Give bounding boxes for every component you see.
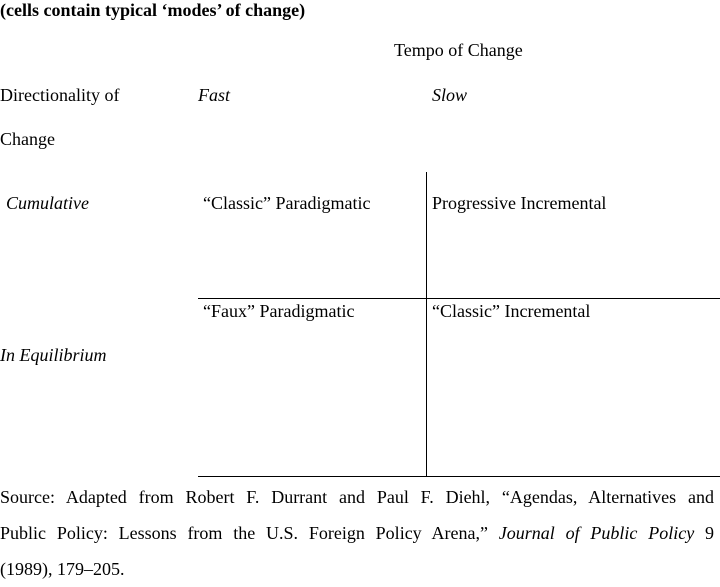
cell-slow-cumulative: Progressive Incremental <box>432 193 607 213</box>
row-label-cumulative: Cumulative <box>6 193 89 213</box>
cell-fast-cumulative: “Classic” Paradigmatic <box>203 193 371 213</box>
table-vertical-rule <box>426 172 427 476</box>
table-middle-rule <box>198 298 720 299</box>
source-line-2: Public Policy: Lessons from the U.S. For… <box>0 515 714 551</box>
column-header-slow: Slow <box>432 85 468 105</box>
cell-fast-equilibrium: “Faux” Paradigmatic <box>203 301 355 321</box>
row-group-header-line1: Directionality of <box>0 85 120 105</box>
source-line-3: (1989), 179–205. <box>0 559 125 579</box>
source-line-2-text: Public Policy: Lessons from the U.S. For… <box>0 523 499 543</box>
column-header-fast: Fast <box>198 85 231 105</box>
column-group-header: Tempo of Change <box>394 40 523 60</box>
journal-title: Journal of Public Policy <box>498 523 695 543</box>
cell-slow-equilibrium: “Classic” Incremental <box>432 301 591 321</box>
source-line-1: Source: Adapted from Robert F. Durrant a… <box>0 487 714 507</box>
table-caption: (cells contain typical ‘modes’ of change… <box>0 0 306 20</box>
journal-volume: 9 <box>694 523 714 543</box>
source-citation: Source: Adapted from Robert F. Durrant a… <box>0 479 714 587</box>
table-bottom-rule <box>198 476 720 477</box>
row-group-header-line2: Change <box>0 129 55 149</box>
row-label-in-equilibrium: In Equilibrium <box>0 345 107 365</box>
